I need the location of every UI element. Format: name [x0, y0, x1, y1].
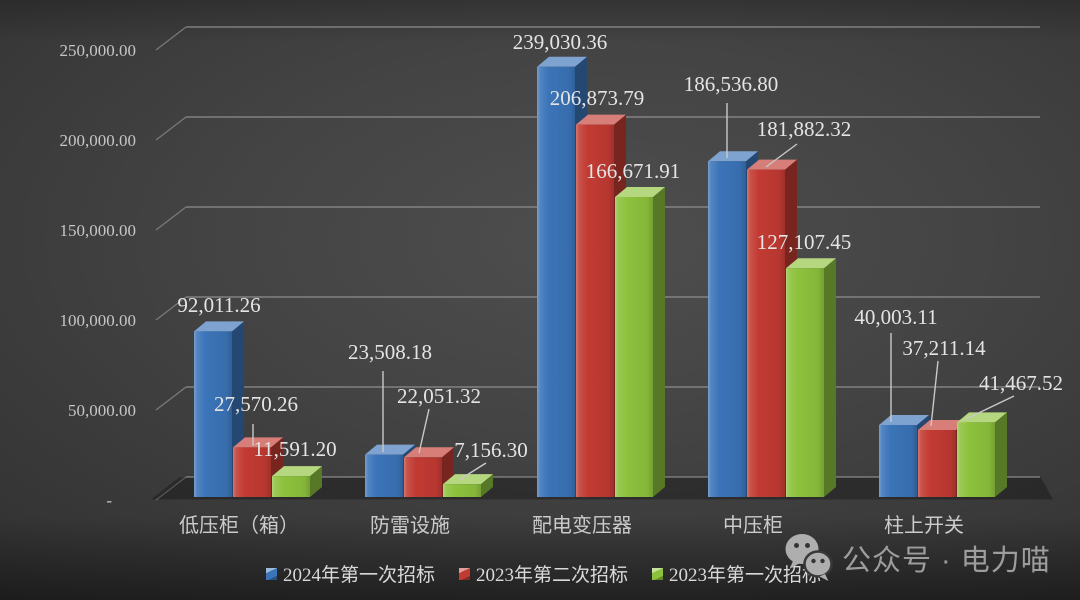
leader-line-series2-cat5: [930, 360, 939, 427]
bar-series3-cat3: [615, 186, 665, 498]
bar-series3-cat4: [786, 258, 836, 497]
data-label-series3-cat3: 166,671.91: [586, 159, 681, 183]
x-axis-label-4: 中压柜: [723, 514, 783, 537]
data-label-series3-cat2: 7,156.30: [454, 438, 528, 462]
data-label-series1-cat1: 92,011.26: [177, 293, 260, 317]
data-label-series1-cat5: 40,003.11: [854, 305, 937, 329]
data-label-series2-cat1: 27,570.26: [214, 392, 298, 416]
gridline-250000: [155, 26, 1040, 51]
x-axis-label-3: 配电变压器: [532, 514, 632, 537]
y-axis-tick-250000: 250,000.00: [60, 41, 137, 60]
leader-line-series3-cat5: [965, 395, 1015, 420]
bar-series3-cat1: [272, 466, 322, 497]
y-axis-tick-200000: 200,000.00: [60, 131, 137, 150]
leader-line-series2-cat2: [418, 408, 430, 454]
wechat-icon: [785, 534, 833, 581]
y-axis-tick-50000: 50,000.00: [68, 401, 136, 420]
data-label-series3-cat1: 11,591.20: [253, 437, 336, 461]
data-label-series1-cat3: 239,030.36: [513, 30, 608, 54]
x-axis-label-5: 柱上开关: [884, 514, 964, 537]
legend-marker-blue: [266, 567, 277, 580]
data-label-series2-cat3: 206,873.79: [550, 86, 645, 110]
legend-marker-red: [459, 567, 470, 580]
bar-series2-cat2: [404, 447, 454, 497]
x-axis-label-2: 防雷设施: [370, 514, 450, 537]
legend-item-2023-1: 2023年第一次招标: [652, 560, 821, 587]
data-label-series3-cat4: 127,107.45: [757, 230, 852, 254]
bar-series3-cat2: [443, 474, 493, 497]
legend-label: 2023年第一次招标: [669, 565, 822, 586]
data-label-series2-cat2: 22,051.32: [397, 384, 481, 408]
leader-line-series2-cat4: [765, 143, 798, 168]
bar-series3-cat5: [957, 412, 1007, 497]
x-axis-label-1: 低压柜（箱）: [179, 514, 299, 537]
legend-marker-green: [652, 567, 663, 580]
watermark-text: 公众号 · 电力喵: [842, 545, 1051, 577]
data-label-series2-cat5: 37,211.14: [902, 336, 986, 360]
legend-label: 2023年第二次招标: [476, 565, 629, 586]
data-label-series2-cat4: 181,882.32: [757, 117, 852, 141]
leader-line-series3-cat2: [458, 462, 487, 481]
data-label-series1-cat2: 23,508.18: [348, 340, 432, 364]
watermark: 公众号 · 电力喵: [781, 531, 1051, 585]
legend-item-2023-2: 2023年第二次招标: [459, 560, 628, 587]
y-axis-tick-100000: 100,000.00: [60, 311, 137, 330]
bar-series2-cat4: [747, 159, 797, 497]
y-axis-tick-150000: 150,000.00: [60, 221, 137, 240]
y-axis-tick-0: -: [106, 491, 112, 510]
legend-item-2024-1: 2024年第一次招标: [266, 560, 435, 587]
legend-label: 2024年第一次招标: [283, 565, 436, 586]
data-label-series3-cat5: 41,467.52: [979, 371, 1063, 395]
data-label-series1-cat4: 186,536.80: [684, 72, 779, 96]
chart-legend: 2024年第一次招标 2023年第二次招标 2023年第一次招标: [0, 560, 1080, 588]
